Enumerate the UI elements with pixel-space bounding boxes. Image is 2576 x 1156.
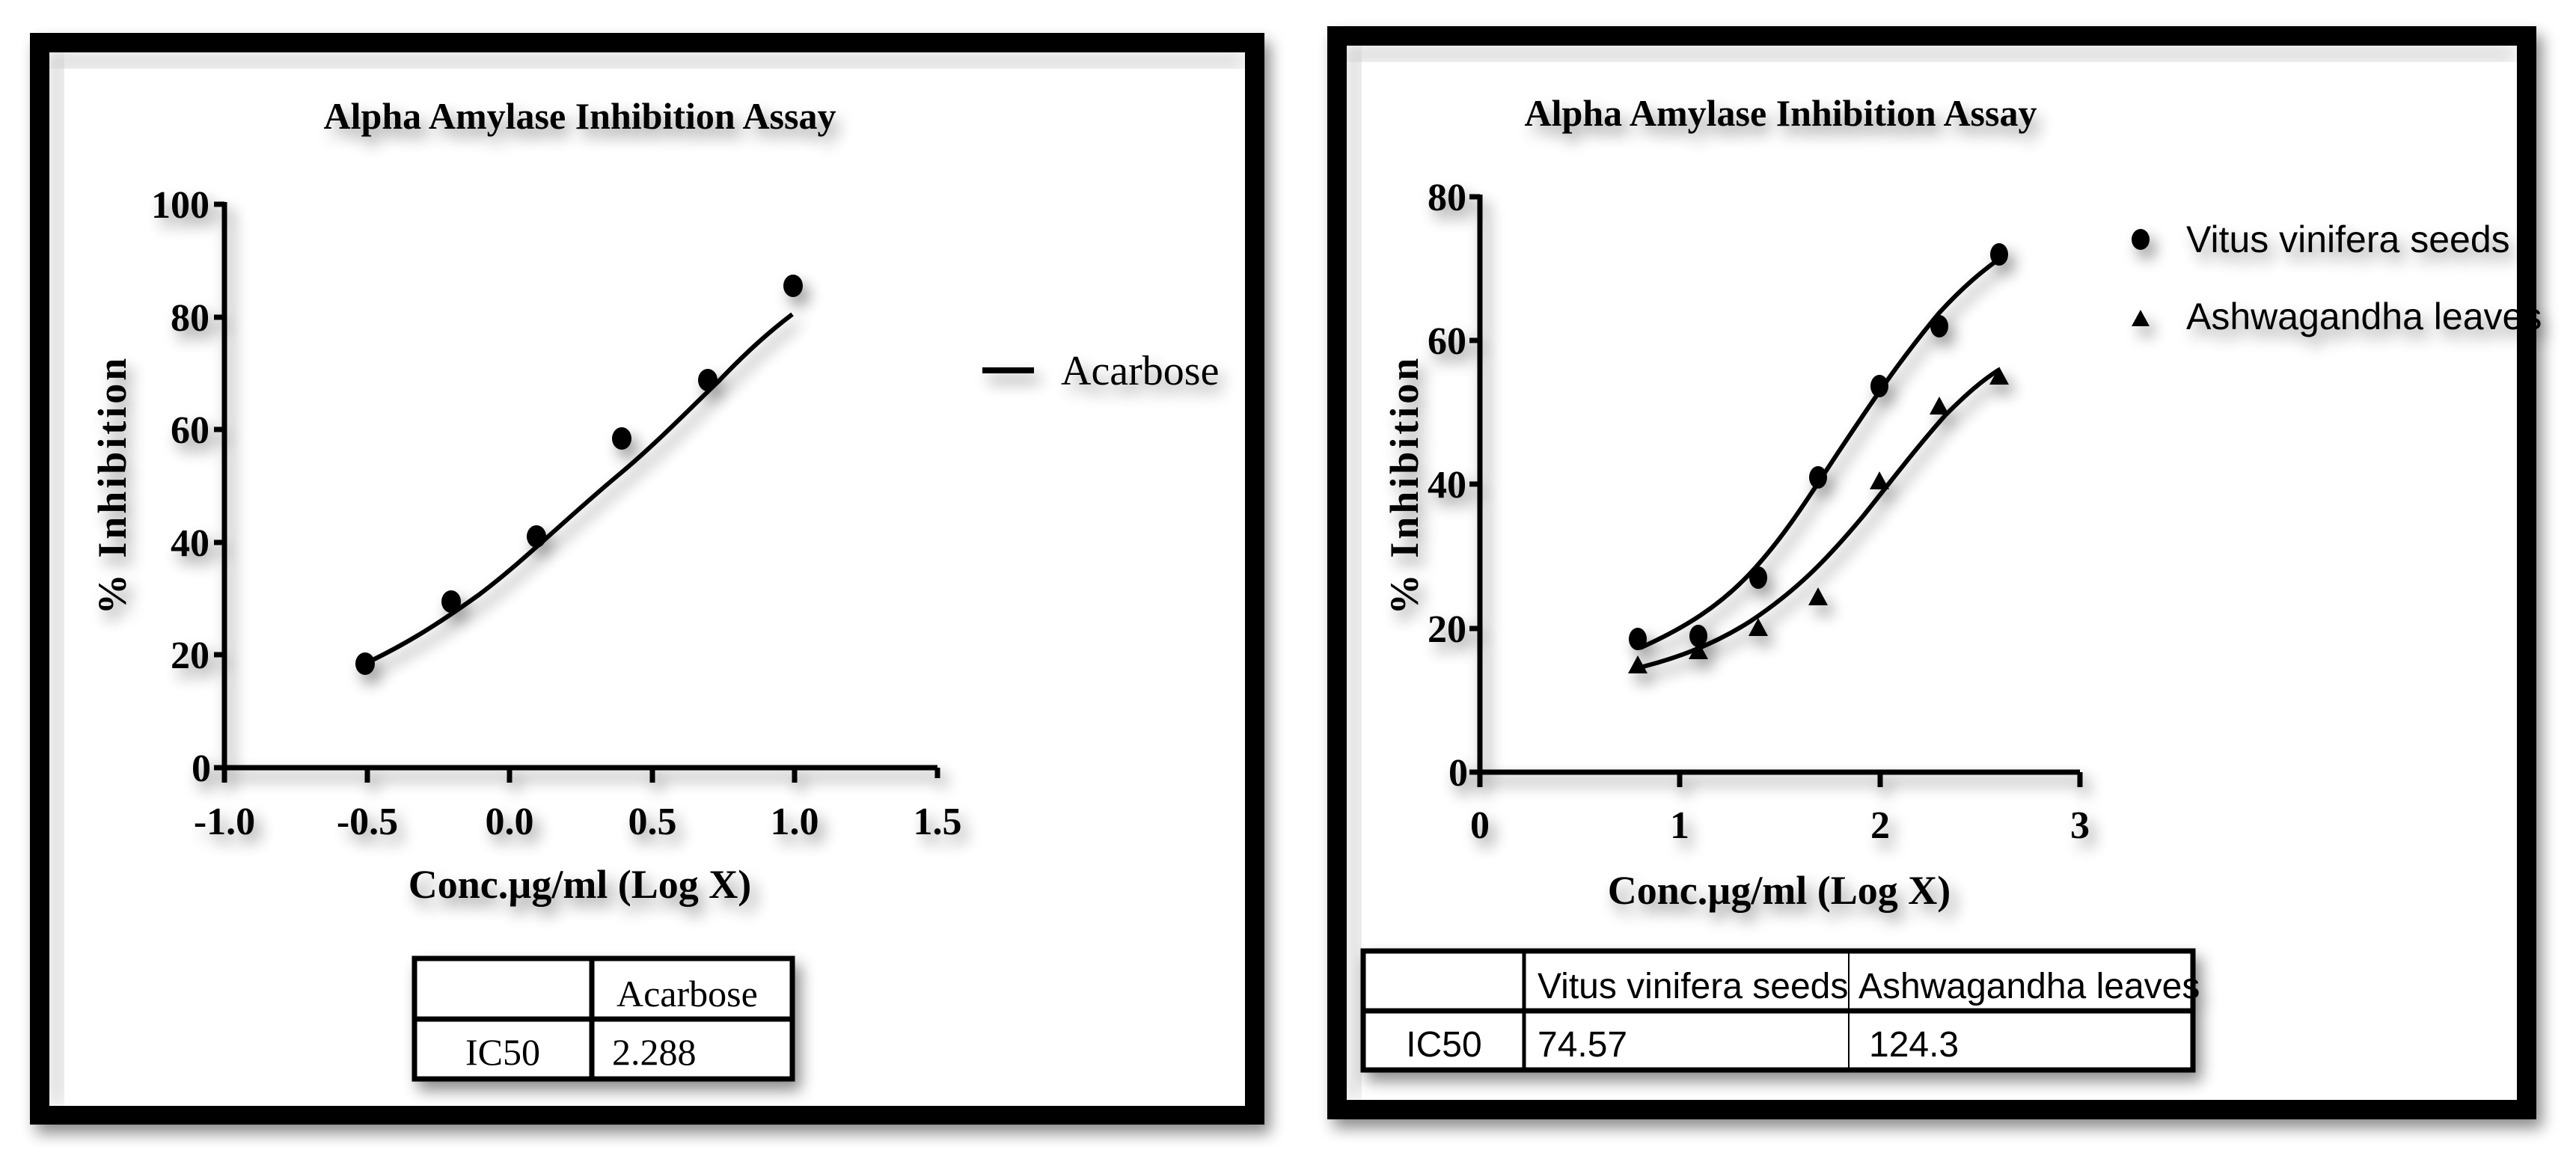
right-chart-panel: Alpha Amylase Inhibition Assay % Inhibit…	[1327, 26, 2542, 1119]
acarbose-fit-curve	[364, 312, 794, 666]
data-point-circle	[1990, 243, 2008, 266]
vitus-vinifera-fit-curve	[1639, 257, 2001, 650]
x-tick-label: 0.0	[486, 801, 534, 843]
right-axes	[1469, 194, 2083, 787]
legend-label-ashwagandha: Ashwagandha leaves	[2186, 296, 2542, 337]
y-tick-label: 60	[1428, 320, 1466, 363]
vitus-vinifera-points	[1629, 243, 2008, 650]
data-point-triangle	[1808, 587, 1828, 605]
left-ic50-table: Acarbose IC50 2.288	[412, 955, 795, 1082]
x-tick-label: -0.5	[337, 801, 398, 843]
data-point-triangle	[1870, 471, 1889, 489]
right-x-axis-label: Conc.µg/ml (Log X)	[1608, 868, 1951, 913]
legend-label-vitus-vinifera: Vitus vinifera seeds	[2186, 218, 2510, 260]
x-tick-label: 3	[2070, 804, 2090, 847]
y-tick-label: 80	[1428, 177, 1466, 219]
y-tick-label: 40	[171, 522, 209, 565]
left-y-tick-labels: 0 20 40 60 80 100	[151, 184, 211, 790]
y-tick-label: 80	[171, 297, 209, 340]
y-tick-label: 60	[171, 409, 209, 452]
table-cell-value: 74.57	[1538, 1025, 1627, 1065]
left-x-tick-labels: -1.0 -0.5 0.0 0.5 1.0 1.5	[194, 801, 962, 843]
y-tick-label: 100	[151, 184, 209, 227]
table-cell-value: 2.288	[612, 1031, 697, 1073]
data-point-circle	[527, 525, 546, 548]
y-tick-label: 20	[171, 634, 209, 677]
x-tick-label: 2	[1870, 804, 1890, 847]
left-y-axis-label: % Inhibition	[90, 355, 135, 615]
data-point-circle	[698, 369, 718, 391]
data-point-triangle	[1628, 655, 1648, 673]
right-y-tick-labels: 0 20 40 60 80	[1428, 177, 1468, 795]
ashwagandha-fit-curve	[1639, 367, 2001, 670]
y-tick-label: 20	[1428, 608, 1466, 651]
x-tick-label: 1.0	[771, 801, 819, 843]
left-axes	[214, 201, 940, 783]
data-point-triangle	[1930, 397, 1949, 415]
ashwagandha-points	[1628, 367, 2009, 673]
left-legend: Acarbose	[982, 348, 1219, 394]
x-tick-label: 0.5	[628, 801, 677, 843]
table-header-cell: Vitus vinifera seeds	[1538, 967, 1848, 1006]
right-chart-title: Alpha Amylase Inhibition Assay	[1525, 92, 2037, 134]
x-tick-label: 1	[1670, 804, 1689, 847]
legend-label-acarbose: Acarbose	[1061, 348, 1219, 394]
table-cell-value: 124.3	[1869, 1025, 1959, 1065]
data-point-triangle	[1989, 367, 2009, 385]
data-point-circle	[612, 427, 631, 450]
right-x-tick-labels: 0 1 2 3	[1470, 804, 2090, 847]
x-tick-label: 0	[1470, 804, 1490, 847]
table-header-cell: Acarbose	[617, 973, 758, 1015]
data-point-circle	[355, 652, 375, 675]
data-point-circle	[783, 275, 803, 297]
right-legend: Vitus vinifera seeds Ashwagandha leaves	[2132, 218, 2542, 337]
table-row-label: IC50	[1406, 1025, 1481, 1065]
left-chart-title: Alpha Amylase Inhibition Assay	[324, 95, 836, 137]
data-point-circle	[1629, 628, 1647, 650]
acarbose-points	[355, 275, 803, 675]
table-row-label: IC50	[465, 1031, 540, 1073]
data-point-triangle	[1689, 641, 1708, 659]
data-point-triangle	[1749, 618, 1768, 636]
y-tick-label: 0	[192, 747, 211, 790]
left-x-axis-label: Conc.µg/ml (Log X)	[409, 862, 752, 907]
table-header-cell: Ashwagandha leaves	[1858, 967, 2200, 1006]
legend-circle-icon	[2132, 229, 2150, 250]
legend-triangle-icon	[2132, 310, 2150, 326]
data-point-circle	[441, 590, 461, 613]
right-ic50-table: Vitus vinifera seeds Ashwagandha leaves …	[1360, 948, 2200, 1073]
data-point-circle	[1689, 625, 1707, 647]
x-tick-label: -1.0	[194, 801, 255, 843]
data-point-circle	[1930, 315, 1948, 337]
y-tick-label: 0	[1448, 752, 1468, 795]
right-y-axis-label: % Inhibition	[1382, 355, 1427, 615]
left-chart-panel: Alpha Amylase Inhibition Assay % Inhibit…	[30, 33, 1264, 1125]
x-tick-label: 1.5	[914, 801, 962, 843]
data-point-circle	[1749, 566, 1767, 589]
y-tick-label: 40	[1428, 464, 1466, 507]
data-point-circle	[1809, 466, 1827, 489]
data-point-circle	[1870, 375, 1888, 397]
